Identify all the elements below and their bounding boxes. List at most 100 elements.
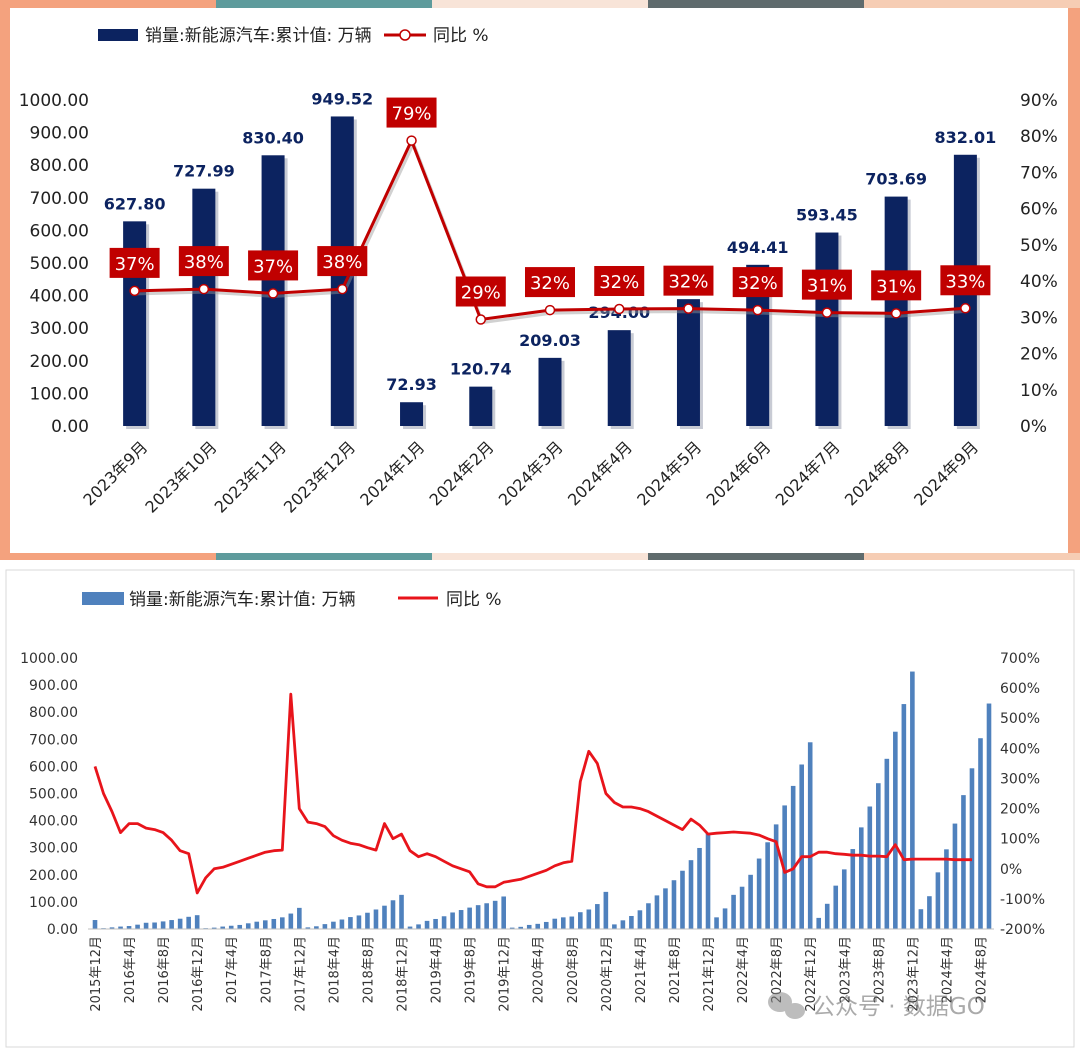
chart1-right-tick-label: 30% bbox=[1020, 308, 1058, 328]
chart1-bar bbox=[746, 264, 770, 426]
chart2-bar bbox=[629, 915, 634, 929]
chart2-legend-bar-swatch bbox=[82, 592, 124, 605]
chart1-line-label-box bbox=[525, 267, 575, 298]
chart1-bar bbox=[815, 232, 839, 426]
chart1-left-tick-label: 500.00 bbox=[30, 254, 89, 274]
chart2-x-tick-label: 2019年4月 bbox=[430, 936, 445, 1003]
chart1-left-tick-label: 1000.00 bbox=[19, 91, 89, 111]
chart2-bar bbox=[773, 824, 779, 929]
chart2-yoy-line bbox=[93, 692, 972, 895]
chart2-bar bbox=[893, 731, 898, 929]
chart1-right-tick-label: 0% bbox=[1020, 417, 1047, 437]
chart2-bar bbox=[569, 916, 575, 929]
chart2-bar bbox=[501, 896, 506, 929]
chart2-bar bbox=[186, 916, 191, 929]
chart1-line-label-box bbox=[940, 265, 991, 296]
chart2-x-tick-label: 2019年8月 bbox=[464, 936, 479, 1003]
chart2-bar bbox=[850, 849, 856, 929]
chart1-line-point bbox=[198, 283, 210, 295]
chart2-bar bbox=[824, 903, 830, 929]
chart2-bar bbox=[697, 847, 702, 929]
chart2-x-tick-label: 2022年8月 bbox=[770, 936, 785, 1003]
chart1-bar bbox=[538, 357, 562, 426]
chart1-bar-value-label: 830.40 bbox=[242, 128, 304, 147]
chart1-right-tick-label: 70% bbox=[1020, 163, 1058, 183]
chart2-x-tick-label: 2015年12月 bbox=[89, 936, 104, 1012]
chart1-line-label-box bbox=[663, 265, 714, 296]
chart2-bar bbox=[884, 758, 890, 929]
chart1-left-tick-label: 700.00 bbox=[30, 189, 89, 209]
chart2-bar bbox=[526, 924, 532, 929]
chart2-bar bbox=[969, 768, 975, 929]
chart1-line-label-box bbox=[248, 250, 299, 281]
chart2-right-tick-label: 600% bbox=[1000, 681, 1040, 697]
chart2-bar bbox=[109, 927, 115, 929]
chart2-bar bbox=[424, 920, 430, 929]
chart2-bar bbox=[867, 806, 873, 929]
chart2-bar bbox=[858, 827, 864, 929]
chart1-left-tick-label: 400.00 bbox=[30, 287, 89, 307]
chart2-bar bbox=[458, 910, 464, 929]
chart2-x-tick-label: 2018年12月 bbox=[396, 936, 411, 1012]
chart2-x-tick-label: 2020年12月 bbox=[600, 936, 615, 1012]
chart2-bar bbox=[833, 885, 839, 929]
chart2-x-tick-label: 2021年4月 bbox=[634, 936, 649, 1003]
chart2-x-tick-label: 2016年8月 bbox=[157, 936, 172, 1003]
wechat-icon bbox=[768, 992, 805, 1019]
chart1-line-value-label: 37% bbox=[253, 256, 293, 277]
chart2-right-tick-label: 0% bbox=[1000, 862, 1022, 878]
chart1-left-tick-label: 800.00 bbox=[30, 156, 89, 176]
chart2-right-tick-label: 100% bbox=[1000, 832, 1040, 848]
chart2-left-tick-label: 300.00 bbox=[29, 841, 78, 857]
chart2-bar bbox=[390, 900, 396, 929]
chart1-bar-value-label: 209.03 bbox=[519, 331, 581, 350]
chart1-line-value-label: 32% bbox=[599, 272, 639, 293]
chart1-line-value-label: 33% bbox=[945, 271, 985, 292]
chart2-bar bbox=[978, 738, 983, 929]
chart1-line-value-label: 32% bbox=[530, 273, 570, 294]
chart1-line-value-label: 31% bbox=[807, 276, 847, 297]
chart2-bar bbox=[152, 922, 157, 929]
chart2-bar bbox=[841, 869, 847, 929]
chart2-x-tick-label: 2023年4月 bbox=[838, 936, 853, 1003]
chart2-bar bbox=[901, 704, 907, 929]
chart1-bar-value-label: 832.01 bbox=[935, 128, 997, 147]
chart2-bar bbox=[433, 918, 438, 929]
chart2-right-tick-label: 300% bbox=[1000, 771, 1040, 787]
chart1-right-tick-label: 20% bbox=[1020, 345, 1058, 365]
chart1-line-label-box bbox=[178, 246, 229, 277]
chart1-right-tick-label: 60% bbox=[1020, 200, 1058, 220]
chart1-bar-value-label: 703.69 bbox=[865, 170, 927, 189]
chart2-bar bbox=[671, 880, 677, 929]
chart1-line-label-box bbox=[317, 246, 368, 277]
chart1-line-point bbox=[613, 303, 625, 315]
chart1-bar bbox=[400, 402, 424, 426]
chart2-bar bbox=[194, 915, 200, 929]
chart2-x-axis: 2015年12月 2016年4月 2016年8月 2016年12月 2017年4月 201… bbox=[88, 928, 994, 1012]
chart1-left-axis: 0.00 100.00 200.00 300.00 400.00 500.00 600.00… bbox=[19, 91, 89, 437]
chart1-line-label-box bbox=[594, 266, 645, 297]
chart2-bar bbox=[484, 903, 489, 929]
chart1-yoy-line: 37% 38% 37% 38% 79% 29% 32% 32% 32% 32% 31% 31% 33% bbox=[109, 97, 991, 325]
chart1-bar-value-labels: 627.80 727.99 830.40 949.52 72.93 120.74 209.0… bbox=[104, 89, 997, 394]
chart2-bar bbox=[245, 923, 251, 929]
chart1-line-label-box bbox=[871, 270, 922, 301]
chart2-legend: 销量:新能源汽车:累计值: 万辆 同比 % bbox=[82, 590, 502, 610]
chart1-line-point bbox=[475, 314, 487, 325]
chart2-bar bbox=[586, 909, 592, 929]
chart1-line-point bbox=[129, 285, 140, 297]
chart2-bar bbox=[646, 903, 651, 929]
chart2-right-tick-label: 200% bbox=[1000, 802, 1040, 818]
chart2-bar bbox=[143, 922, 149, 929]
chart2-bar bbox=[807, 742, 813, 929]
chart2-right-tick-label: 500% bbox=[1000, 711, 1040, 727]
chart2-bar bbox=[714, 917, 719, 929]
chart2-bar bbox=[952, 823, 958, 929]
chart1-bar-value-label: 72.93 bbox=[386, 375, 437, 394]
chart1-line-label-box bbox=[109, 247, 160, 278]
chart2-x-tick-label: 2020年8月 bbox=[566, 936, 581, 1003]
chart2-right-tick-label: 700% bbox=[1000, 651, 1040, 667]
chart1-legend-line-marker bbox=[399, 29, 411, 41]
chart1-bar-value-label: 593.45 bbox=[796, 206, 858, 225]
